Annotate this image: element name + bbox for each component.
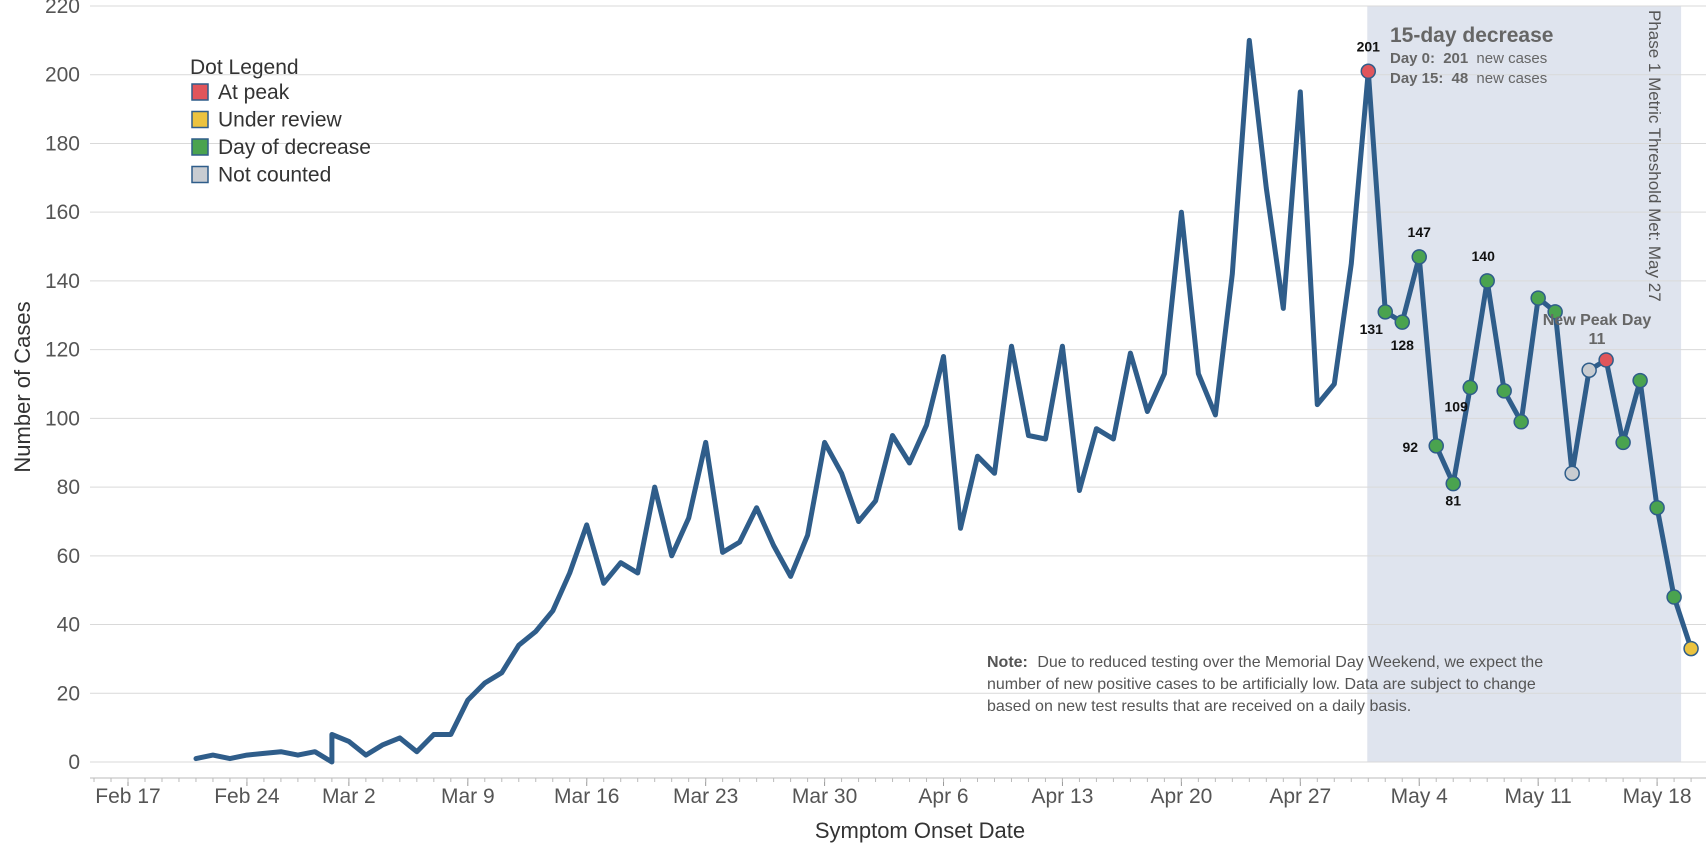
data-point-marker [1394,314,1410,330]
x-tick-label: Mar 9 [441,785,495,808]
x-tick-label: May 4 [1391,785,1449,808]
data-label: 128 [1391,337,1415,353]
legend-item-label: Not counted [218,164,331,187]
threshold-label: Phase 1 Metric Threshold Met: May 27 [1645,10,1664,302]
y-tick-label: 180 [45,132,80,155]
legend: Dot Legend At peak Under review Day of dec… [190,56,371,187]
x-tick-label: Mar 2 [322,785,376,808]
data-label: 109 [1445,398,1469,414]
note-line2: number of new positive cases to be artif… [987,676,1536,693]
data-point-marker [1666,589,1682,605]
data-point-marker [1479,273,1495,289]
decrease-annotation: 15-day decrease Day 0: 201 new cases Day… [1390,24,1553,87]
data-point-marker [1683,640,1699,657]
new-peak-label-line1: New Peak Day [1543,312,1652,329]
data-label: 92 [1402,439,1418,455]
y-axis-title: Number of Cases [10,301,35,472]
y-tick-label: 200 [45,64,80,87]
data-label: 201 [1357,38,1381,54]
data-point-marker [1649,499,1665,516]
data-point-marker [1547,304,1563,320]
x-tick-label: Mar 23 [673,785,738,808]
data-point-marker [1445,475,1461,492]
legend-item-label: Day of decrease [218,136,371,159]
data-point-marker [1615,434,1631,451]
y-tick-label: 80 [57,476,80,499]
day15-label: Day 15: [1390,70,1443,87]
y-tick-label: 0 [68,751,80,774]
x-tick-label: Apr 20 [1150,785,1212,808]
decrease-title: 15-day decrease [1390,24,1553,47]
x-tick-label: Apr 27 [1269,785,1331,808]
data-point-marker [1496,383,1512,399]
y-tick-label: 20 [57,682,80,705]
note-text1: Due to reduced testing over the Memorial… [1037,654,1543,671]
y-tick-label: 160 [45,201,80,224]
data-label: 81 [1445,493,1461,509]
data-point-marker [1513,414,1529,430]
new-peak-label-line2: 11 [1589,331,1606,348]
data-point-marker [1377,304,1394,320]
data-point-marker [1632,372,1648,389]
data-point-marker [1462,379,1478,396]
data-point-marker [1598,352,1614,368]
data-point-marker [1581,362,1597,379]
y-tick-label: 140 [45,270,80,293]
day15-text: Day 15: 48 new cases [1390,70,1547,87]
day0-label: Day 0: [1390,50,1435,67]
legend-item-label: Under review [218,109,343,132]
legend-swatch [191,138,209,156]
y-tick-label: 220 [45,0,80,18]
legend-swatch [191,83,209,101]
data-label: 140 [1472,248,1496,264]
x-tick-label: May 18 [1623,785,1692,808]
legend-title: Dot Legend [190,56,299,79]
note: Note: Due to reduced testing over the Me… [987,654,1543,715]
day15-value: 48 [1452,70,1469,87]
day0-text: Day 0: 201 new cases [1390,50,1547,67]
data-label: 131 [1360,321,1384,337]
y-tick-label: 120 [45,339,80,362]
x-tick-label: Apr 13 [1032,785,1094,808]
y-tick-label: 100 [45,407,80,430]
day0-suffix: new cases [1476,50,1547,67]
x-axis-title: Symptom Onset Date [815,818,1025,843]
x-tick-label: Feb 17 [95,785,160,808]
data-point-marker [1411,249,1427,265]
x-tick-label: Mar 30 [792,785,857,808]
day0-value: 201 [1443,50,1468,67]
data-label: 147 [1408,224,1432,240]
x-tick-label: Apr 6 [918,785,968,808]
legend-swatch [191,165,209,184]
data-point-marker [1564,465,1580,482]
day15-suffix: new cases [1476,70,1547,87]
y-tick-label: 40 [57,614,80,637]
data-point-marker [1428,438,1444,454]
x-tick-label: Feb 24 [214,785,280,808]
y-tick-label: 60 [57,545,80,568]
legend-item-label: At peak [218,81,290,104]
x-tick-label: Mar 16 [554,785,619,808]
data-point-marker [1530,290,1546,306]
note-line1: Note: Due to reduced testing over the Me… [987,654,1543,671]
x-tick-label: May 11 [1505,785,1572,808]
data-point-marker [1360,63,1377,80]
note-line3: based on new test results that are recei… [987,698,1411,715]
note-bold: Note: [987,654,1028,671]
legend-swatch [191,110,209,129]
